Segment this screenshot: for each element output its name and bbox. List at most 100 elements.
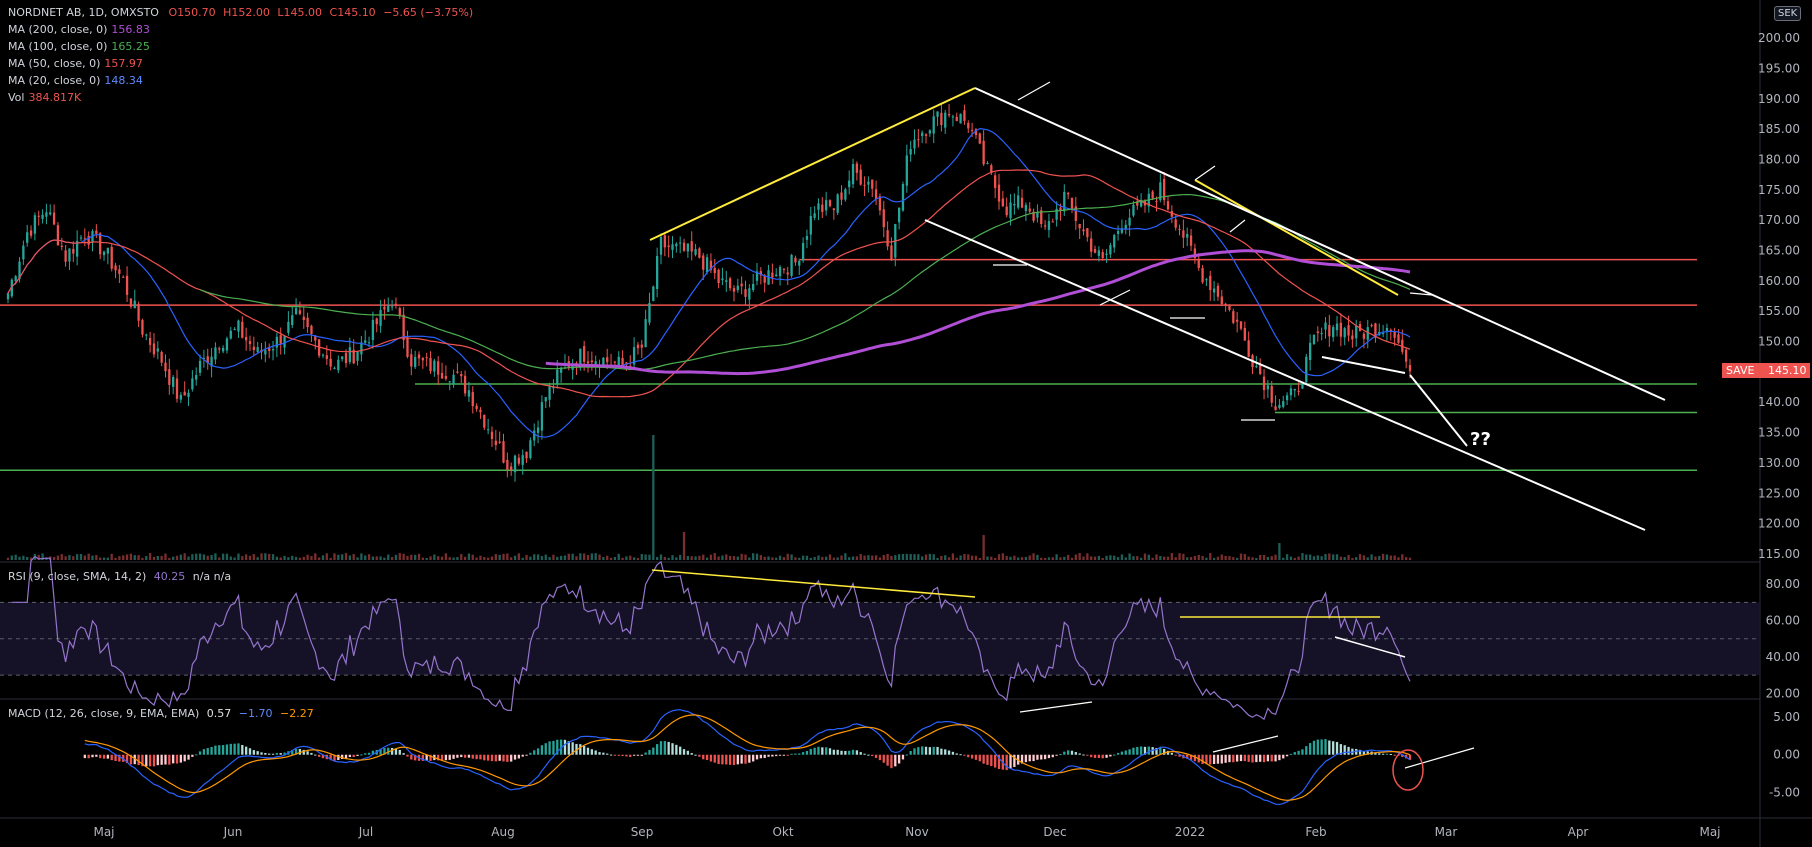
volume-bar [102,557,106,560]
macd-hist-bar [894,754,897,767]
candle-body [321,354,325,356]
candle-body [763,275,766,283]
candle-body [924,134,928,136]
volume-bar [821,556,824,560]
candle-body [114,265,117,271]
volume-bar [1109,555,1112,560]
macd-hist-bar [475,754,478,760]
rsi-legend[interactable]: RSI (9, close, SMA, 14, 2) 40.25 n/a n/a [8,568,231,585]
candle-body [294,308,298,315]
candle-body [1043,225,1047,227]
macd-hist-bar [387,747,390,755]
volume-row[interactable]: Vol 384.817K [8,91,82,104]
macd-hist-bar [563,739,567,755]
volume-bar [406,555,409,560]
macd-hist-bar [928,747,932,755]
macd-hist-bar [590,749,593,755]
macd-hist-bar [271,753,275,755]
volume-bar [1328,553,1331,560]
ohlc-change: −5.65 (−3.75%) [383,6,474,19]
volume-bar [410,554,413,560]
macd-hist-bar [448,754,451,760]
candle-body [248,341,252,345]
volume-bar [1059,557,1062,560]
macd-legend[interactable]: MACD (12, 26, close, 9, EMA, EMA) 0.57 −… [8,705,314,722]
candle-body [1274,406,1277,411]
macd-hist-bar [494,754,497,762]
macd-hist-bar [967,754,970,758]
macd-hist-bar [1308,743,1312,755]
volume-bar [252,554,255,560]
volume-bar [471,554,474,560]
volume-bar [429,556,432,560]
macd-hist-bar [986,754,989,765]
volume-bar [152,556,156,560]
macd-hist-bar [917,747,920,755]
candle-body [364,340,367,343]
candle-body [1005,206,1008,216]
volume-bar [1220,554,1223,560]
macd-hist-bar [264,753,267,755]
ma-20-row[interactable]: MA (20, close, 0) 148.34 [8,74,143,87]
volume-bar [375,556,378,560]
macd-hist-bar [1224,754,1227,763]
macd-hist-bar [717,754,720,765]
volume-bar [1351,557,1354,560]
volume-bar [905,553,908,560]
volume-bar [1358,554,1362,560]
candle-body [1159,182,1162,201]
macd-hist-bar [1063,751,1066,755]
ma-100-row[interactable]: MA (100, close, 0) 165.25 [8,40,150,53]
volume-bar [1239,553,1243,560]
volume-bar [1262,554,1266,560]
candle-body [337,359,340,371]
candle-body [1189,235,1193,246]
volume-bar [83,555,86,560]
volume-bar [41,553,44,560]
candle-body [291,315,294,326]
candle-body [268,347,271,352]
volume-bar [1189,556,1193,560]
candle-body [978,133,981,144]
macd-hist-bar [752,754,755,762]
macd-hist-bar [1024,754,1028,763]
macd-hist-bar [536,748,540,755]
candle-body [1259,365,1262,374]
candle-body [14,276,17,281]
macd-hist-bar [1170,752,1174,755]
volume-bar [632,557,636,560]
candle-body [486,429,490,431]
volume-bar [18,556,21,560]
macd-hist-bar [279,753,282,755]
macd-hist-bar [83,754,86,759]
volume-bar [256,557,259,560]
volume-bar [1086,553,1089,560]
rsi-tick: 80.00 [1766,577,1800,591]
currency-badge[interactable]: SEK [1774,6,1802,21]
ma-50-row[interactable]: MA (50, close, 0) 157.97 [8,57,143,70]
volume-bar [95,555,98,560]
candle-body [1009,202,1012,219]
candle-body [1305,356,1308,383]
volume-bar [306,554,309,560]
volume-bar [924,554,928,560]
macd-hist-bar [1297,750,1300,755]
macd-hist-bar [1328,740,1331,755]
candle-body [348,347,352,362]
candle-body [306,317,309,328]
candle-body [483,414,486,428]
macd-hist-bar [548,741,551,755]
macd-hist-bar [1320,739,1323,755]
macd-hist-bar [1316,739,1319,755]
macd-hist-bar [302,749,305,755]
volume-bar [279,557,282,560]
macd-hist-bar [594,750,597,755]
candle-body [982,140,985,165]
ma-200-row[interactable]: MA (200, close, 0) 156.83 [8,23,150,36]
volume-bar [825,556,828,560]
macd-hist-bar [164,754,167,765]
macd-hist-bar [1040,754,1043,760]
volume-bar [210,555,213,560]
candle-body [606,357,609,363]
